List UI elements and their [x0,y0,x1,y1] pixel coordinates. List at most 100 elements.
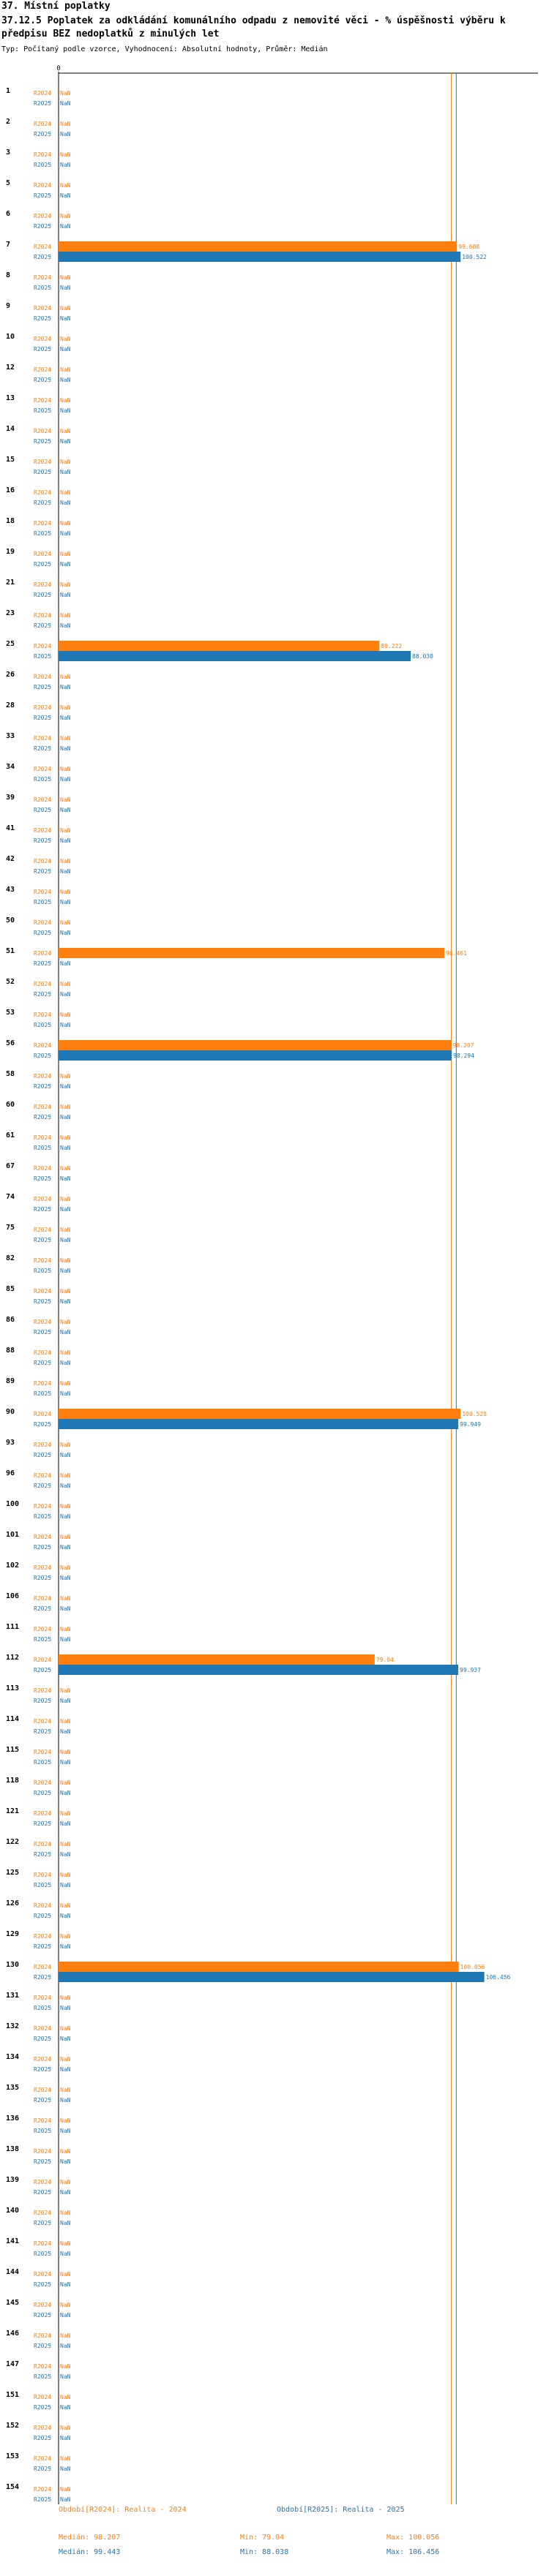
nan-label: NaN [60,766,71,772]
series-label-r2024: R2024 [34,2056,51,2063]
nan-label: NaN [60,1564,71,1571]
bar-r2025 [59,1419,459,1429]
series-label-r2025: R2025 [34,1882,51,1888]
nan-label: NaN [60,1073,71,1080]
category-label: 130 [6,1961,19,1969]
nan-label: NaN [60,315,71,322]
category-label: 122 [6,1838,19,1846]
series-label-r2025: R2025 [34,346,51,353]
series-label-r2024: R2024 [34,182,51,189]
series-label-r2024: R2024 [34,1442,51,1448]
category-label: 111 [6,1623,19,1631]
nan-label: NaN [60,397,71,404]
bar-r2024 [59,1409,461,1419]
category-label: 131 [6,1992,19,2000]
series-label-r2025: R2025 [34,2097,51,2104]
series-label-r2025: R2025 [34,715,51,721]
series-label-r2025: R2025 [34,745,51,752]
nan-label: NaN [60,684,71,690]
category-label: 114 [6,1715,19,1723]
series-label-r2024: R2024 [34,643,51,649]
data-label-r2024: 96.461 [446,950,467,957]
series-label-r2025: R2025 [34,1145,51,1151]
series-label-r2025: R2025 [34,407,51,414]
nan-label: NaN [60,1175,71,1182]
series-label-r2025: R2025 [34,1636,51,1643]
nan-label: NaN [60,1380,71,1387]
nan-label: NaN [60,1605,71,1612]
nan-label: NaN [60,827,71,834]
nan-label: NaN [60,2394,71,2400]
category-label: 139 [6,2176,19,2184]
nan-label: NaN [60,1810,71,1817]
series-label-r2025: R2025 [34,377,51,383]
nan-label: NaN [60,1820,71,1827]
nan-label: NaN [60,2005,71,2011]
nan-label: NaN [60,121,71,127]
category-label: 151 [6,2391,19,2399]
nan-label: NaN [60,592,71,598]
category-label: 12 [6,364,15,372]
category-label: 126 [6,1899,19,1907]
category-label: 85 [6,1285,15,1293]
nan-label: NaN [60,1114,71,1121]
series-label-r2025: R2025 [34,2220,51,2226]
nan-label: NaN [60,1329,71,1336]
nan-label: NaN [60,366,71,373]
nan-label: NaN [60,1452,71,1458]
nan-label: NaN [60,1145,71,1151]
nan-label: NaN [60,1687,71,1694]
series-label-r2025: R2025 [34,561,51,568]
category-label: 135 [6,2084,19,2092]
nan-label: NaN [60,2251,71,2257]
chart-title: 37.12.5 Poplatek za odkládání komunálníh… [1,15,506,39]
nan-label: NaN [60,1442,71,1448]
nan-label: NaN [60,1227,71,1233]
series-label-r2025: R2025 [34,2128,51,2134]
nan-label: NaN [60,1503,71,1510]
nan-label: NaN [60,796,71,803]
series-label-r2024: R2024 [34,858,51,865]
series-label-r2024: R2024 [34,1718,51,1725]
series-label-r2025: R2025 [34,2373,51,2380]
nan-label: NaN [60,981,71,987]
bar-r2024 [59,1962,459,1972]
bar-r2025 [59,1050,452,1061]
category-label: 13 [6,394,15,402]
series-label-r2024: R2024 [34,366,51,373]
nan-label: NaN [60,735,71,742]
category-label: 152 [6,2422,19,2430]
category-label: 28 [6,701,15,709]
series-label-r2024: R2024 [34,1227,51,1233]
series-label-r2024: R2024 [34,1564,51,1571]
series-label-r2025: R2025 [34,1605,51,1612]
series-label-r2024: R2024 [34,336,51,342]
series-label-r2025: R2025 [34,1943,51,1950]
nan-label: NaN [60,2066,71,2073]
nan-label: NaN [60,1206,71,1213]
bar-r2025 [59,1972,485,1982]
nan-label: NaN [60,2404,71,2411]
nan-label: NaN [60,2281,71,2288]
legend-r2025-median: Medián: 99.443 [59,2548,121,2556]
series-label-r2024: R2024 [34,919,51,926]
series-label-r2025: R2025 [34,254,51,260]
data-label-r2025: 100.522 [462,254,487,260]
nan-label: NaN [60,2343,71,2349]
nan-label: NaN [60,1483,71,1489]
category-label: 26 [6,671,15,679]
nan-label: NaN [60,2035,71,2042]
nan-label: NaN [60,930,71,936]
category-label: 86 [6,1316,15,1324]
category-label: 3 [6,148,10,157]
category-label: 141 [6,2237,19,2245]
series-label-r2024: R2024 [34,2117,51,2124]
category-label: 18 [6,517,15,525]
category-label: 90 [6,1408,15,1416]
series-label-r2024: R2024 [34,551,51,557]
series-label-r2024: R2024 [34,1319,51,1325]
series-label-r2024: R2024 [34,2455,51,2462]
nan-label: NaN [60,305,71,312]
series-label-r2025: R2025 [34,1820,51,1827]
category-label: 100 [6,1500,19,1508]
